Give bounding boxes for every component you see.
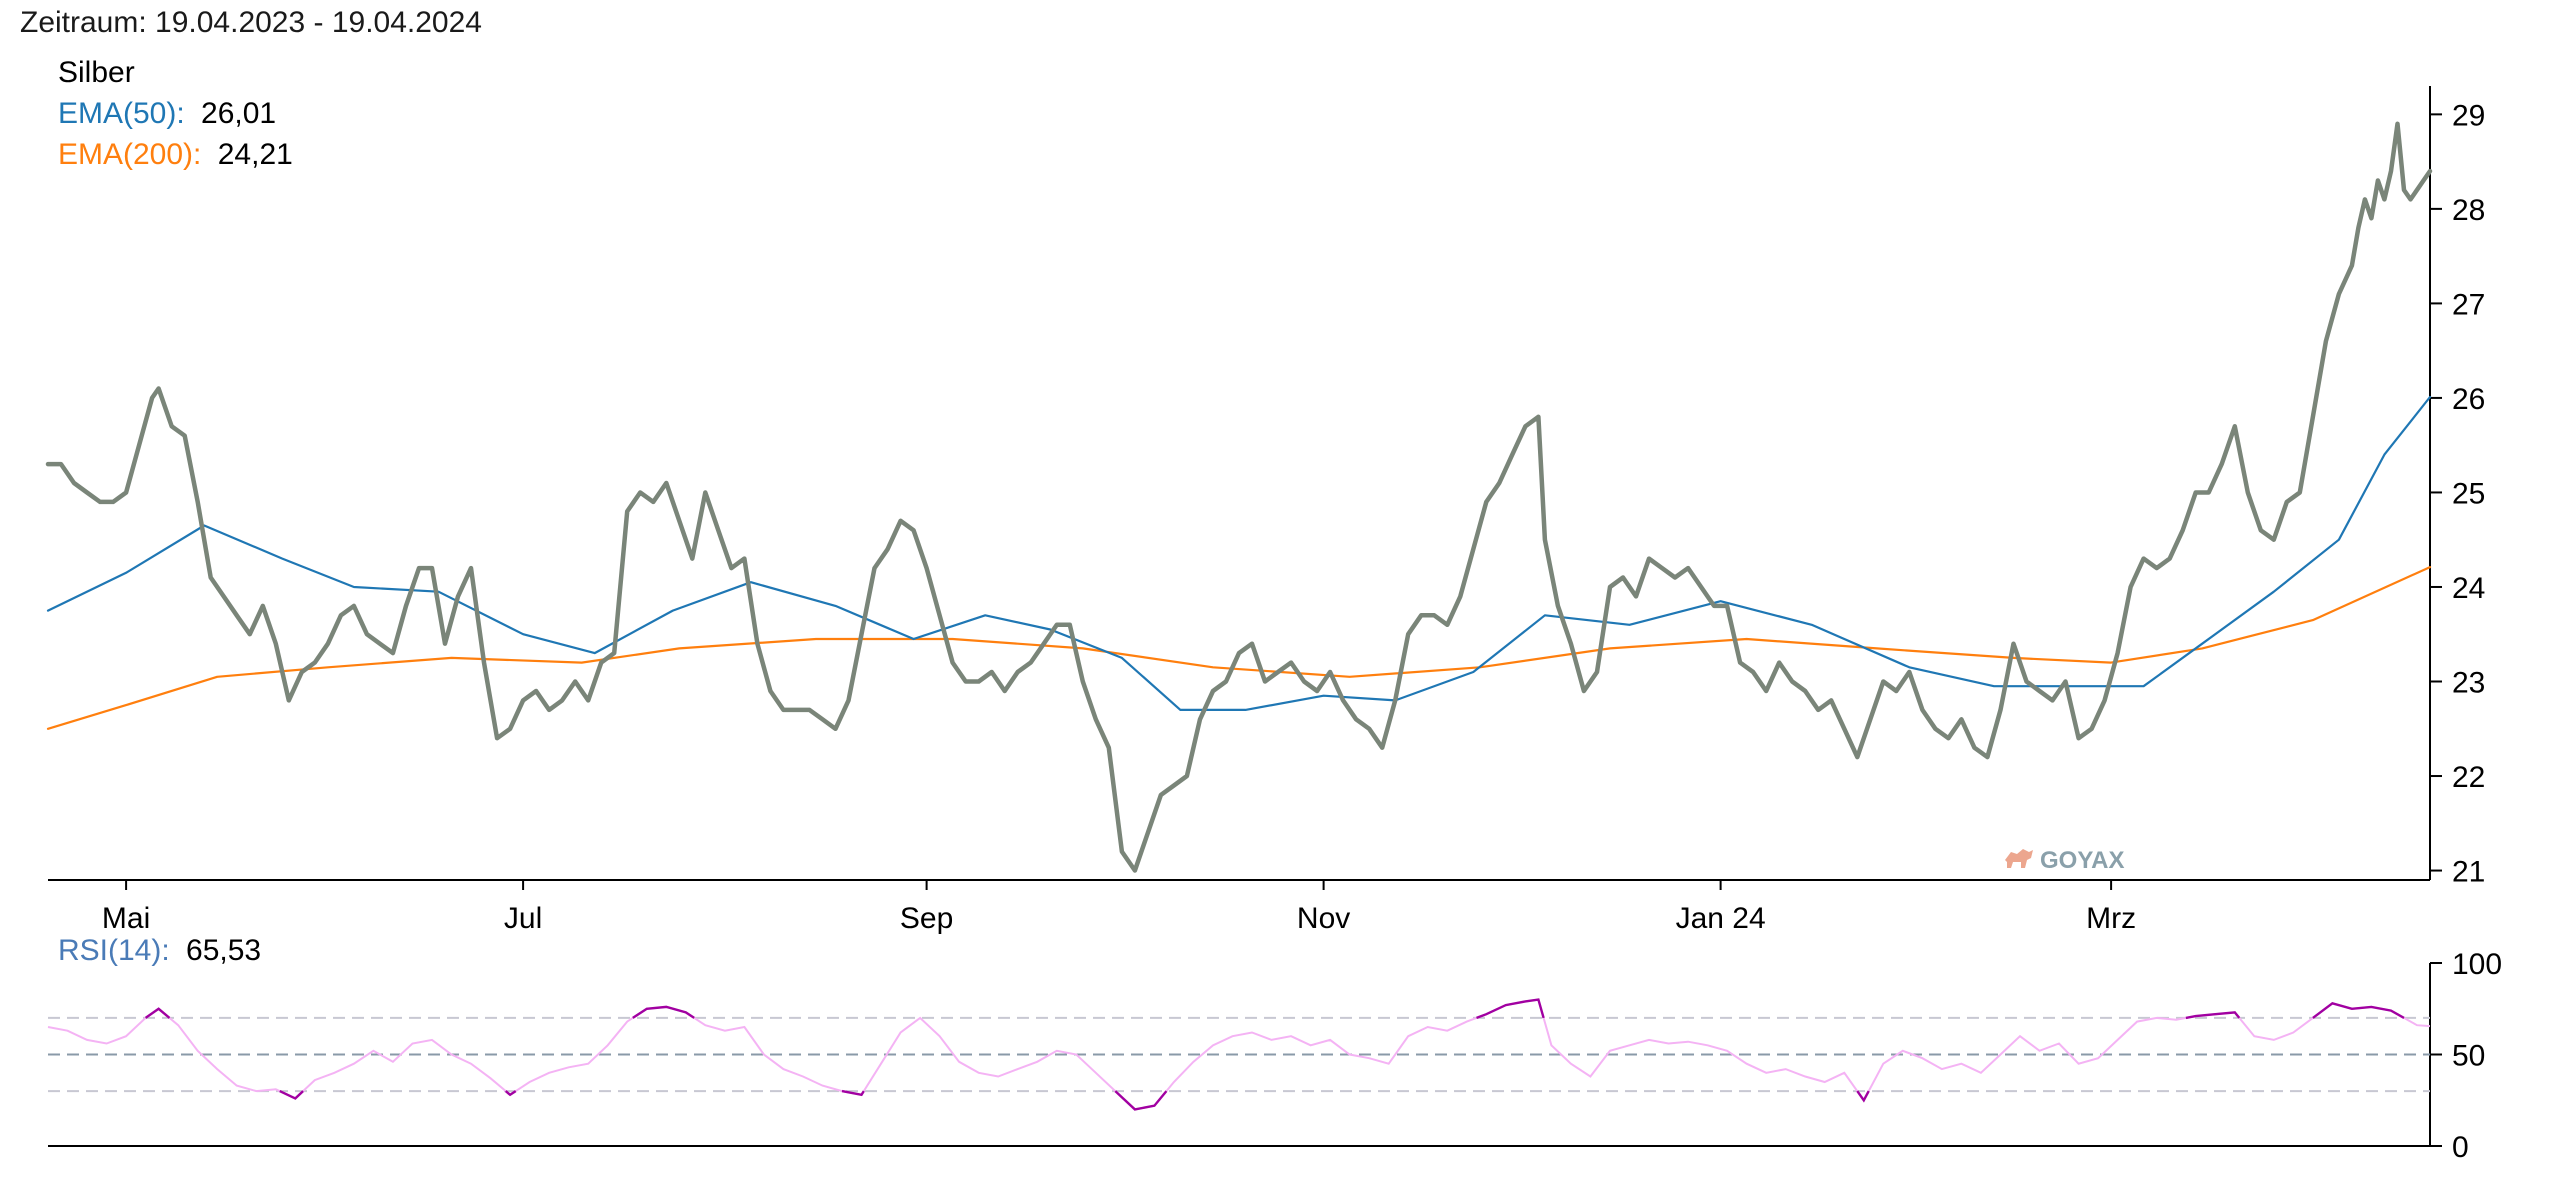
rsi-y-tick-label: 0 — [2452, 1131, 2469, 1164]
rsi-series — [47, 998, 2431, 1111]
y-tick-label: 29 — [2452, 99, 2485, 132]
y-tick-label: 22 — [2452, 761, 2485, 794]
y-tick-label: 25 — [2452, 477, 2485, 510]
y-tick-label: 28 — [2452, 194, 2485, 227]
rsi-extreme-segment — [1856, 1090, 1870, 1103]
x-tick-label: Mai — [102, 902, 150, 935]
rsi-extreme-segment — [841, 1089, 865, 1097]
rsi-extreme-segment — [2312, 1001, 2405, 1019]
legend-ema50-value: 26,01 — [201, 97, 276, 130]
period-label: Zeitraum: 19.04.2023 - 19.04.2024 — [20, 6, 482, 39]
x-tick-label: Jan 24 — [1676, 902, 1766, 935]
y-tick-label: 23 — [2452, 667, 2485, 700]
x-tick-label: Sep — [900, 902, 953, 935]
legend-rsi-label: RSI(14): — [58, 934, 170, 967]
x-tick-label: Jul — [504, 902, 542, 935]
main-axes — [48, 86, 2431, 881]
y-tick-label: 24 — [2452, 572, 2485, 605]
legend-ema50-label: EMA(50): — [58, 97, 185, 130]
legend-rsi: RSI(14): 65,53 — [58, 934, 261, 967]
rsi-y-axis-ticks: 0 50 100 — [2430, 948, 2502, 1164]
y-tick-label: 21 — [2452, 856, 2485, 889]
instrument-name: Silber — [58, 56, 135, 89]
x-tick-label: Mrz — [2086, 902, 2136, 935]
legend-rsi-value: 65,53 — [186, 934, 261, 967]
legend-ema200: EMA(200): 24,21 — [58, 138, 293, 171]
x-axis-ticks: Mai Jul Sep Nov Jan 24 Mrz — [102, 880, 2136, 935]
legend-ema200-label: EMA(200): — [58, 138, 201, 171]
legend-ema200-value: 24,21 — [218, 138, 293, 171]
y-axis-ticks: 21 22 23 24 25 26 27 28 29 — [2430, 99, 2485, 889]
main-chart: Mai Jul Sep Nov Jan 24 Mrz 21 22 23 24 25 26 27 28 29… — [45, 56, 2485, 935]
price-line — [45, 121, 2433, 873]
ema200-line — [46, 566, 2432, 730]
rsi-extreme-segment — [2185, 1011, 2241, 1020]
rsi-chart: 0 50 100 RSI(14): 65,53 — [47, 934, 2502, 1164]
bull-logo-icon — [2005, 849, 2033, 868]
rsi-extreme-segment — [279, 1090, 304, 1100]
main-legend: Silber EMA(50): 26,01 EMA(200): 24,21 — [58, 56, 293, 171]
legend-ema50: EMA(50): 26,01 — [58, 97, 276, 130]
y-tick-label: 27 — [2452, 288, 2485, 321]
rsi-line — [47, 998, 2431, 1111]
rsi-y-tick-label: 50 — [2452, 1040, 2485, 1073]
rsi-extreme-segment — [1476, 998, 1545, 1020]
main-series — [45, 121, 2433, 873]
rsi-extreme-segment — [504, 1090, 517, 1097]
rsi-extreme-segment — [144, 1007, 171, 1019]
rsi-y-tick-label: 100 — [2452, 948, 2502, 981]
x-tick-label: Nov — [1297, 902, 1350, 935]
rsi-extreme-segment — [632, 1005, 695, 1019]
watermark: GOYAX — [2005, 847, 2124, 874]
watermark-text: GOYAX — [2040, 847, 2124, 874]
rsi-reference-lines — [48, 1016, 2430, 1093]
ema50-line — [46, 395, 2432, 711]
y-tick-label: 26 — [2452, 383, 2485, 416]
rsi-extreme-segment — [1114, 1090, 1168, 1111]
